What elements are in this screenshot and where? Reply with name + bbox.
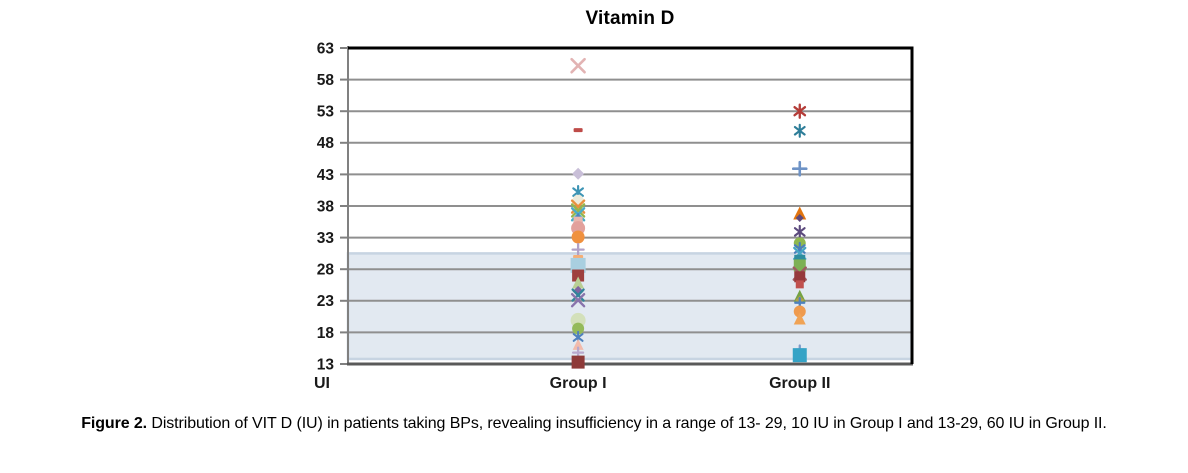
chart-title: Vitamin D <box>585 8 675 29</box>
y-tick-label: 18 <box>317 325 335 342</box>
data-point <box>793 305 806 318</box>
data-point <box>572 167 585 180</box>
y-tick-label: 23 <box>317 293 335 310</box>
scatter-plot: 63 58 53 48 43 38 33 28 23 18 13 Group I Group II UI <box>314 40 914 392</box>
x-category-label: Group II <box>769 375 830 392</box>
x-category-label: Group I <box>550 375 607 392</box>
y-tick-label: 53 <box>317 104 335 121</box>
data-point <box>571 355 585 369</box>
y-tick-label: 58 <box>317 72 335 89</box>
data-point <box>570 257 586 273</box>
data-point <box>571 288 585 302</box>
axis-title-ui: UI <box>314 375 330 392</box>
data-point <box>570 203 586 218</box>
caption-text: Distribution of VIT D (IU) in patients t… <box>147 415 1107 432</box>
data-point <box>571 230 585 244</box>
y-tick-label: 13 <box>317 356 335 373</box>
data-point <box>793 259 806 272</box>
data-point <box>791 160 808 177</box>
data-point <box>793 224 806 239</box>
data-point <box>570 57 586 74</box>
y-tick-label: 43 <box>317 167 335 184</box>
data-point <box>792 348 807 363</box>
caption-label: Figure 2. <box>81 415 148 432</box>
y-tick-label: 28 <box>317 262 335 279</box>
data-point <box>571 242 585 257</box>
data-point <box>793 123 806 138</box>
y-tick-label: 38 <box>317 198 335 215</box>
data-point <box>572 276 585 289</box>
data-point <box>572 322 585 335</box>
y-tick-label: 48 <box>317 135 335 152</box>
data-point <box>795 214 804 223</box>
data-point <box>794 271 806 283</box>
data-point <box>572 285 584 297</box>
data-point <box>793 206 807 220</box>
data-point <box>793 312 806 325</box>
y-tick-label: 33 <box>317 230 335 247</box>
data-point <box>795 280 804 289</box>
data-point <box>573 128 583 133</box>
data-point <box>570 292 586 308</box>
data-point <box>572 269 585 282</box>
data-point <box>572 338 584 350</box>
y-tick-label: 63 <box>317 40 335 57</box>
data-point <box>793 103 807 119</box>
figure-caption: Figure 2. Distribution of VIT D (IU) in … <box>0 412 1188 436</box>
